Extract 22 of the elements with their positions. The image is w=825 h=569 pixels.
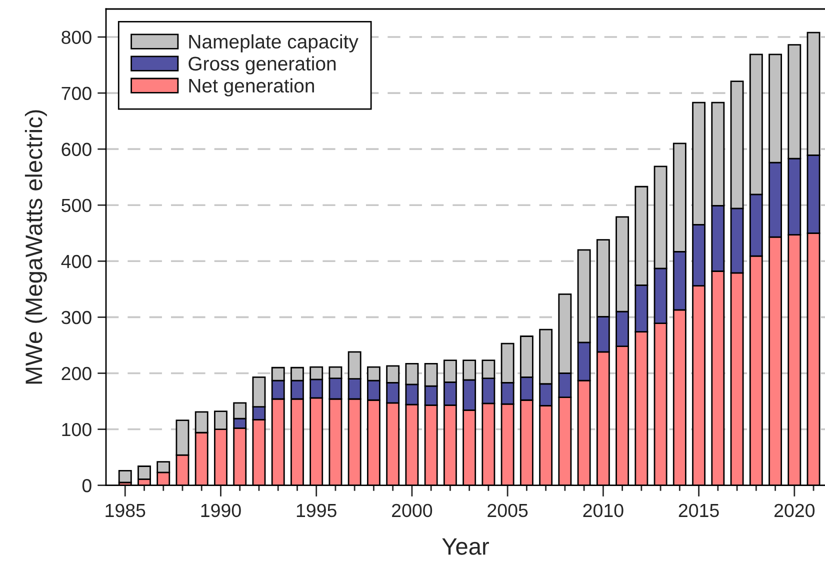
x-tick-label: 1985 <box>106 504 146 518</box>
y-tick-label: 200 <box>62 366 92 380</box>
y-tick-label: 100 <box>62 422 92 436</box>
x-tick-label: 2005 <box>488 504 528 518</box>
legend-label: Gross generation <box>188 56 336 74</box>
y-tick-label: 0 <box>82 479 92 492</box>
x-tick-label: 2000 <box>392 504 432 518</box>
legend-label: Net generation <box>189 78 314 96</box>
x-tick-label: 2020 <box>774 504 815 518</box>
y-tick-label: 400 <box>61 254 92 268</box>
y-tick-label: 700 <box>62 86 92 100</box>
x-tick-label: 1995 <box>296 504 336 518</box>
x-tick-label: 2010 <box>583 504 624 518</box>
y-tick-label: 500 <box>62 198 92 212</box>
x-tick-label: 2015 <box>678 504 719 518</box>
x-axis-title: Year <box>442 538 489 555</box>
legend-label: Nameplate capacity <box>189 34 358 52</box>
y-tick-label: 300 <box>62 310 92 324</box>
y-tick-label: 800 <box>62 30 92 44</box>
x-tick-label: 1990 <box>201 504 241 518</box>
y-axis-title: MWe (MegaWatts electric) <box>24 110 47 384</box>
y-tick-label: 600 <box>62 142 92 156</box>
